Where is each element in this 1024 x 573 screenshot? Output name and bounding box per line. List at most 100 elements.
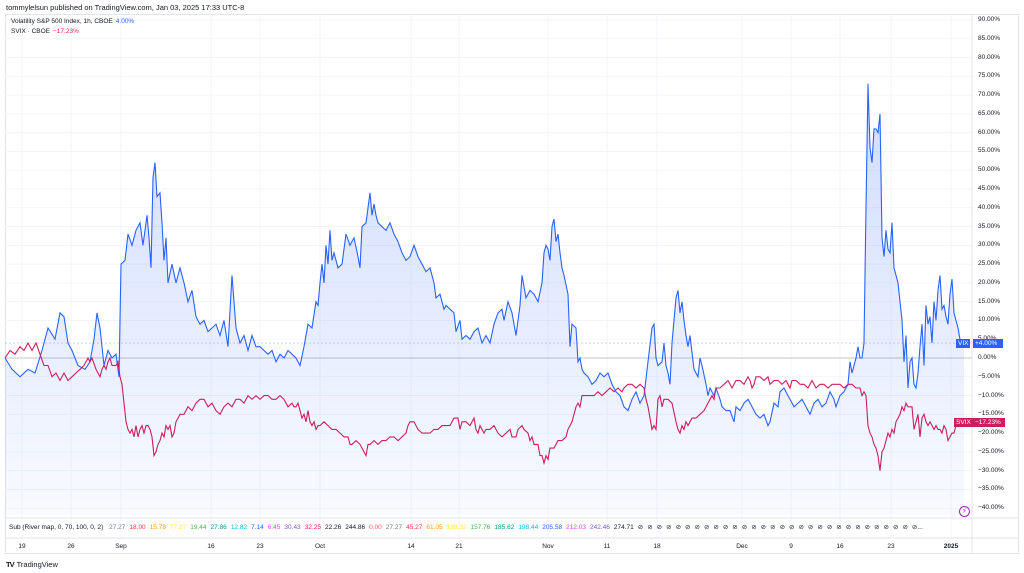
vix-area-fill — [5, 83, 964, 516]
na-value-icon: ⊘ — [666, 524, 672, 531]
price-axis-label: 20.00% — [978, 278, 1001, 286]
price-axis-label: −5.00% — [978, 372, 1001, 380]
vix-price-tag: +4.00% — [973, 339, 1003, 348]
indicator-value: 244.86 — [345, 524, 366, 531]
price-axis-label: 30.00% — [978, 241, 1001, 249]
price-axis-label: 45.00% — [978, 185, 1001, 192]
svix-price-tag: −17.23% — [973, 418, 1005, 427]
svix-line — [4, 341, 964, 471]
indicator-value: 30.43 — [284, 524, 301, 531]
indicator-value: 0.00 — [369, 524, 382, 531]
indicator-value: 185.62 — [494, 524, 515, 531]
time-axis-label: 21 — [455, 543, 463, 550]
vix-line — [4, 83, 964, 427]
legend-row-svix[interactable]: SVIX · CBOE −17.23% — [11, 27, 134, 37]
na-value-icon: ⊘ — [789, 524, 795, 531]
chart-legend: Volatility S&P 500 Index, 1h, CBOE 4.00% … — [11, 17, 134, 37]
price-axis-label: 10.00% — [978, 316, 1001, 324]
indicator-value: 27.27 — [385, 524, 403, 531]
na-value-icon: ⊘ — [656, 524, 663, 531]
indicator-value: 242.46 — [589, 524, 610, 531]
na-value-icon: ⊘ — [798, 524, 804, 531]
indicator-value: 12.82 — [230, 524, 248, 531]
price-axis-label: 60.00% — [978, 128, 1001, 136]
price-axis-label: 90.00% — [978, 16, 1001, 23]
price-axis-label: 65.00% — [978, 109, 1001, 117]
indicator-value: 27.86 — [210, 524, 227, 531]
price-axis-label: 80.00% — [978, 53, 1001, 61]
na-value-icon: ⊘ — [855, 524, 861, 531]
na-value-icon: ⊘ — [836, 524, 842, 531]
time-axis-label: Dec — [736, 543, 748, 550]
lightning-icon[interactable]: ⚡ — [959, 506, 970, 517]
price-axis-label: −30.00% — [978, 466, 1004, 474]
na-value-icon: ⊘ — [647, 524, 653, 531]
indicator-value: 138.32 — [446, 524, 467, 531]
indicator-value: 157.76 — [470, 524, 491, 531]
price-axis-label: 70.00% — [978, 91, 1001, 99]
na-value-icon: ⊘ — [845, 524, 852, 531]
indicator-value: 212.03 — [566, 524, 586, 531]
na-value-icon: ⊘ — [826, 524, 833, 531]
na-value-icon: ⊘ — [807, 524, 814, 531]
indicator-value: 77.27 — [169, 524, 187, 531]
na-value-icon: ⊘ — [874, 524, 880, 531]
price-axis-label: 15.00% — [978, 297, 1001, 305]
indicator-value: 27.27 — [109, 524, 126, 531]
vix-symbol-tag: VIX — [956, 339, 971, 348]
na-value-icon: ⊘ — [779, 524, 786, 531]
price-axis-label: 0.00% — [978, 354, 997, 361]
legend-row-vix[interactable]: Volatility S&P 500 Index, 1h, CBOE 4.00% — [11, 17, 134, 27]
price-axis-label: 40.00% — [978, 203, 1001, 211]
time-axis-label: 16 — [836, 543, 844, 550]
time-axis-label: 2025 — [943, 543, 959, 550]
time-axis-label: 18 — [653, 543, 661, 550]
na-value-icon: ⊘ — [817, 524, 823, 531]
na-value-icon: ⊘ — [694, 524, 700, 531]
price-axis-label: 85.00% — [978, 34, 1001, 42]
legend-vix-name: Volatility S&P 500 Index, 1h, CBOE — [11, 18, 113, 25]
indicator-value: 274.71 — [613, 524, 634, 531]
price-axis-label: −25.00% — [978, 447, 1004, 455]
na-value-icon: ⊘ — [893, 524, 899, 531]
publish-info: tommylelsun published on TradingView.com… — [6, 3, 245, 12]
price-axis-label: 75.00% — [978, 72, 1001, 80]
indicator-value: 6.45 — [267, 524, 281, 531]
na-value-icon: ⊘ — [864, 524, 871, 531]
indicator-value: 198.44 — [518, 524, 539, 531]
chart-frame — [5, 14, 1019, 554]
price-axis-label: −35.00% — [978, 485, 1004, 493]
time-axis-label: 19 — [18, 543, 26, 550]
na-value-icon: ⊘ — [722, 524, 729, 531]
na-value-icon: ⊘ — [883, 524, 889, 531]
time-axis-label: 23 — [256, 543, 264, 550]
price-axis-label: −40.00% — [978, 504, 1004, 512]
na-value-icon: ⊘ — [902, 524, 908, 531]
indicator-value: 18.00 — [129, 524, 146, 531]
legend-svix-value: −17.23% — [53, 28, 79, 35]
price-axis-label: −10.00% — [978, 391, 1004, 399]
indicator-value: 32.25 — [304, 524, 321, 531]
time-axis-label: 26 — [67, 543, 75, 550]
price-axis-label: −15.00% — [978, 410, 1004, 418]
indicator-row[interactable]: Sub (River map, 0, 70, 100, 0, 2) 27.27 1… — [9, 523, 927, 531]
indicator-value: 15.78 — [149, 524, 166, 531]
tradingview-mark-icon: TV — [6, 560, 15, 569]
price-axis-label: 50.00% — [978, 166, 1001, 174]
na-value-icon: ⊘... — [911, 524, 923, 531]
indicator-value: 22.26 — [324, 524, 342, 531]
na-value-icon: ⊘ — [760, 524, 767, 531]
na-value-icon: ⊘ — [751, 524, 757, 531]
indicator-value: 61.05 — [426, 524, 443, 531]
time-axis-label: Oct — [314, 543, 326, 550]
tradingview-wordmark: TradingView — [16, 560, 58, 569]
tradingview-logo[interactable]: TV TradingView — [6, 560, 58, 569]
price-axis-label: 25.00% — [978, 260, 1001, 268]
na-value-icon: ⊘ — [675, 524, 682, 531]
indicator-value: 7.14 — [251, 524, 264, 531]
indicator-value: 205.58 — [542, 524, 563, 531]
legend-vix-value: 4.00% — [115, 18, 135, 25]
indicator-title: Sub (River map, 0, 70, 100, 0, 2) — [9, 524, 104, 531]
time-axis-label: 11 — [603, 543, 611, 550]
